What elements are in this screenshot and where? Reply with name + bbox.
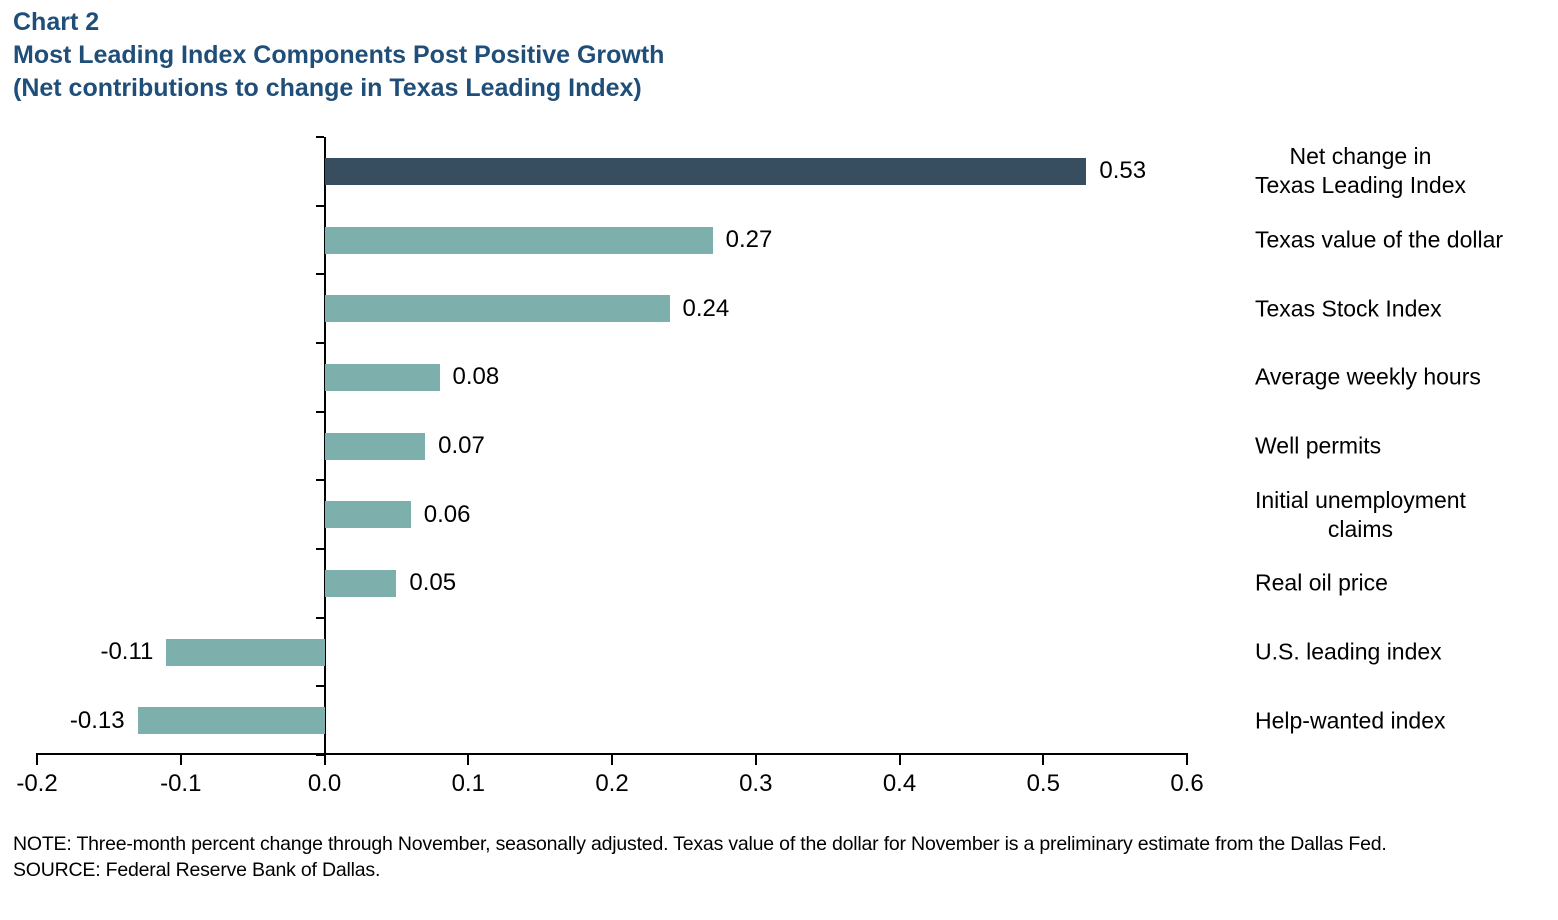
bar-8 xyxy=(166,638,325,666)
x-axis-tick-label: 0.6 xyxy=(1170,770,1204,797)
y-axis-tick xyxy=(315,548,324,550)
bar-6 xyxy=(324,501,411,529)
bar-value-label: 0.24 xyxy=(682,294,730,322)
x-axis-tick-label: 0.4 xyxy=(882,770,917,797)
y-axis-tick xyxy=(315,685,324,688)
x-axis-tick-label: 0.0 xyxy=(307,770,342,797)
bar-value-label: -0.11 xyxy=(100,638,154,665)
bar-1 xyxy=(324,157,1087,185)
x-axis-tick-label: 0.1 xyxy=(451,770,485,797)
bar-4 xyxy=(324,363,440,391)
category-label: Net change in Texas Leading Index xyxy=(1255,143,1466,199)
y-axis-tick xyxy=(315,204,324,207)
x-axis-tick-label: 0.3 xyxy=(739,770,773,797)
chart-number-label: Chart 2 xyxy=(13,8,100,36)
bar-value-label: 0.05 xyxy=(409,569,457,597)
x-axis-tick-label: 0.5 xyxy=(1026,770,1060,797)
note-text: NOTE: Three-month percent change through… xyxy=(13,833,1387,855)
bar-value-label: 0.06 xyxy=(423,500,471,528)
bar-value-label: 0.53 xyxy=(1099,157,1147,185)
bar-3 xyxy=(324,295,670,323)
x-axis-tick xyxy=(36,755,38,765)
bar-value-label: 0.07 xyxy=(438,432,485,459)
y-axis-tick xyxy=(315,616,324,619)
bar-value-label: 0.08 xyxy=(452,363,500,391)
category-label: Well permits xyxy=(1255,432,1382,459)
chart-subtitle: (Net contributions to change in Texas Le… xyxy=(13,74,642,102)
source-text: SOURCE: Federal Reserve Bank of Dallas. xyxy=(13,859,381,881)
y-axis-tick xyxy=(315,754,324,756)
x-axis-tick xyxy=(754,755,757,765)
chart-title-block: Chart 2 Most Leading Index Components Po… xyxy=(13,6,664,105)
category-label: Texas value of the dollar xyxy=(1255,226,1504,253)
bar-5 xyxy=(324,432,426,460)
category-label: Initial unemployment claims xyxy=(1255,486,1466,542)
y-axis-tick xyxy=(315,342,324,344)
bar-value-label: -0.13 xyxy=(69,706,125,734)
x-axis-tick-label: 0.2 xyxy=(595,770,629,797)
x-axis-line xyxy=(36,753,1188,755)
category-label: Help-wanted index xyxy=(1255,707,1446,734)
chart-footer: NOTE: Three-month percent change through… xyxy=(13,831,1387,883)
x-axis-tick xyxy=(898,755,901,765)
y-axis-tick xyxy=(315,479,324,482)
x-axis-tick xyxy=(1042,755,1045,765)
x-axis-tick xyxy=(323,755,326,765)
category-label: Average weekly hours xyxy=(1255,363,1481,390)
y-axis-tick xyxy=(315,136,324,138)
category-label: Texas Stock Index xyxy=(1255,295,1442,322)
category-label: U.S. leading index xyxy=(1255,638,1442,665)
x-axis-tick-label: -0.2 xyxy=(16,770,58,797)
y-axis-tick xyxy=(315,410,324,413)
bar-2 xyxy=(324,226,713,254)
y-axis-tick xyxy=(315,273,324,276)
bar-9 xyxy=(137,707,325,735)
x-axis-tick xyxy=(179,755,182,765)
category-label: Real oil price xyxy=(1255,569,1388,596)
bar-value-label: 0.27 xyxy=(725,226,773,253)
x-axis-tick xyxy=(1186,755,1188,765)
chart-title: Most Leading Index Components Post Posit… xyxy=(13,41,665,69)
x-axis-tick xyxy=(611,755,613,765)
x-axis-tick-label: -0.1 xyxy=(160,770,202,797)
bar-7 xyxy=(324,569,397,597)
x-axis-tick xyxy=(467,755,470,765)
